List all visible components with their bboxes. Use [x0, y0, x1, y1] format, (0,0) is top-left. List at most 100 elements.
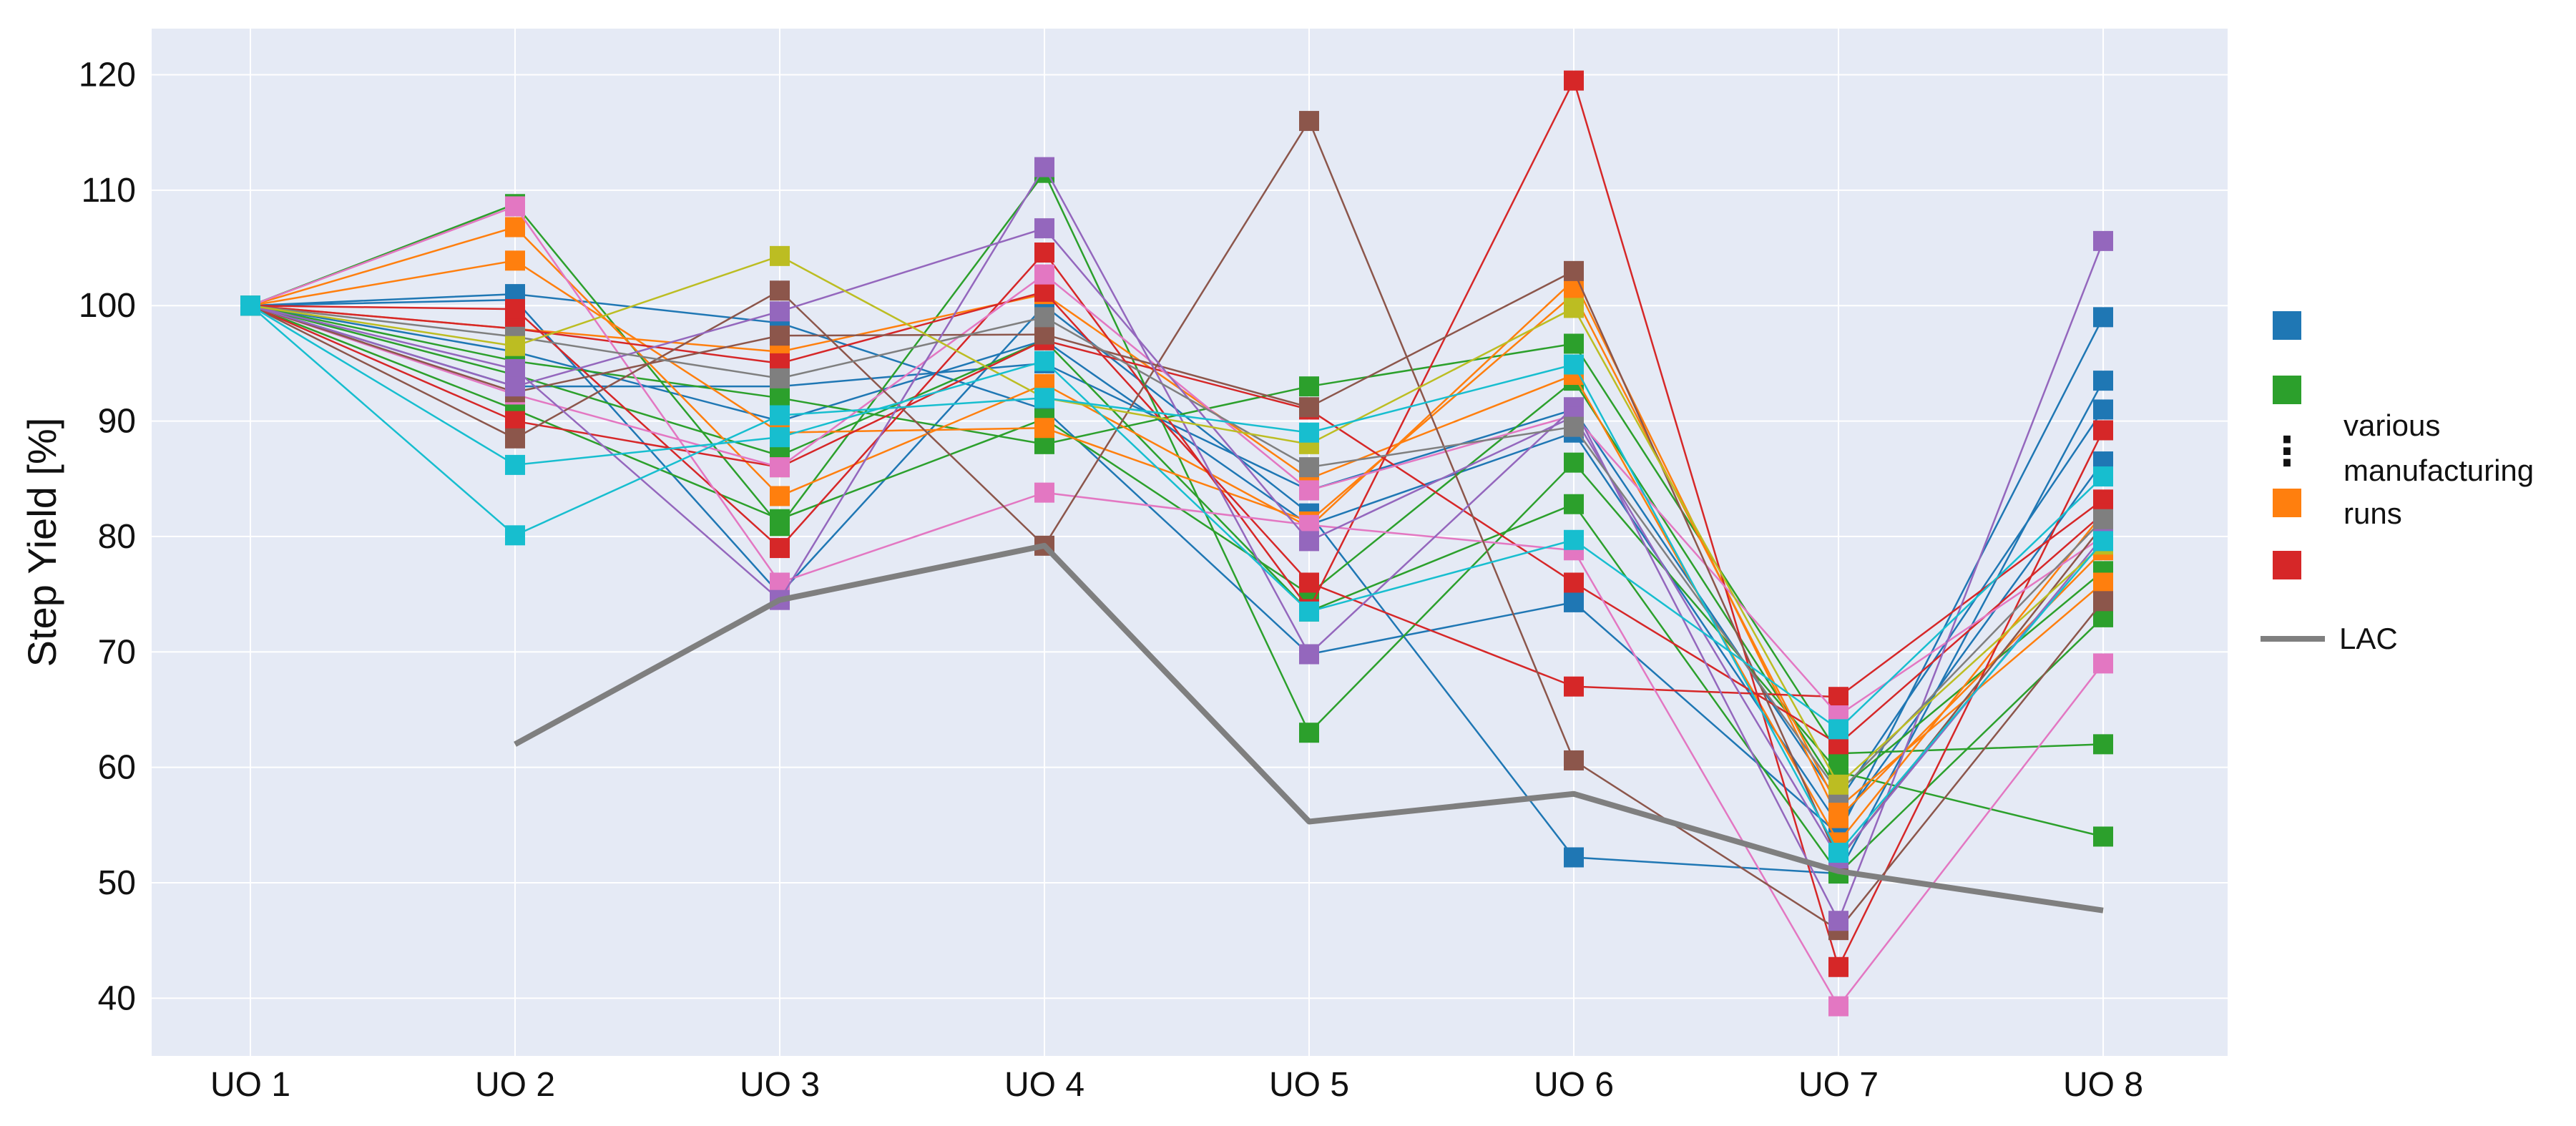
data-point-marker — [1564, 452, 1584, 473]
data-point-marker — [1299, 531, 1319, 552]
y-tick-label: 110 — [81, 172, 136, 210]
data-point-marker — [1034, 307, 1054, 328]
series-line — [250, 226, 2104, 820]
x-tick-label: UO 7 — [1798, 1066, 1879, 1104]
data-point-marker — [770, 457, 790, 478]
data-point-marker — [1828, 911, 1848, 931]
legend-label-line-1: various — [2344, 408, 2440, 442]
data-point-marker — [1034, 418, 1054, 439]
data-point-marker — [1564, 750, 1584, 770]
data-point-marker — [1299, 644, 1319, 665]
data-point-marker — [505, 376, 525, 397]
series-line — [250, 165, 2105, 924]
y-tick-label: 90 — [98, 403, 136, 441]
data-point-marker — [770, 325, 790, 346]
x-tick-label: UO 5 — [1269, 1066, 1349, 1104]
data-point-marker — [2093, 420, 2113, 441]
lac-line — [514, 542, 2104, 914]
series-line — [250, 305, 2104, 875]
data-point-marker — [1034, 281, 1054, 302]
data-point-marker — [770, 245, 790, 266]
legend-marker-red — [2273, 551, 2301, 579]
series-line — [250, 227, 2104, 861]
data-point-marker — [2093, 307, 2113, 328]
data-point-marker — [2093, 572, 2113, 593]
data-point-marker — [1034, 351, 1054, 371]
data-point-marker — [770, 301, 790, 322]
y-tick-label: 80 — [98, 518, 136, 556]
lac-layer — [514, 542, 2104, 914]
data-point-marker — [2093, 826, 2113, 847]
data-point-marker — [1564, 494, 1584, 514]
data-point-marker — [1299, 111, 1319, 132]
series-line — [250, 259, 2104, 810]
x-tick-label: UO 3 — [740, 1066, 820, 1104]
data-point-marker — [770, 509, 790, 529]
data-point-marker — [1564, 847, 1584, 868]
series-18 — [240, 157, 2113, 931]
data-point-marker — [770, 280, 790, 301]
data-point-marker — [2093, 591, 2113, 612]
y-tick-label: 50 — [98, 864, 136, 902]
data-point-marker — [1828, 719, 1848, 740]
data-point-marker — [1034, 157, 1054, 177]
series-line — [250, 270, 2104, 862]
data-point-marker — [505, 217, 525, 238]
data-point-marker — [2093, 531, 2113, 552]
data-point-marker — [2093, 653, 2113, 674]
data-point-marker — [505, 411, 525, 431]
legend-lac-label: LAC — [2339, 622, 2398, 655]
data-point-marker — [1299, 480, 1319, 501]
data-point-marker — [1299, 601, 1319, 622]
legend-label-line-3: runs — [2344, 496, 2402, 530]
data-point-marker — [1299, 397, 1319, 418]
data-point-marker — [1564, 298, 1584, 318]
data-point-marker — [1564, 333, 1584, 354]
data-point-marker — [1564, 416, 1584, 437]
data-point-marker — [505, 250, 525, 271]
series-layer — [240, 70, 2113, 1017]
data-point-marker — [1034, 388, 1054, 408]
plot-background — [152, 29, 2228, 1056]
y-tick-label: 70 — [98, 633, 136, 671]
data-point-marker — [1299, 572, 1319, 593]
series-23 — [240, 295, 2113, 863]
series-line — [250, 293, 2105, 836]
data-point-marker — [505, 454, 525, 475]
data-point-marker — [1564, 592, 1584, 612]
legend-ellipsis: ⋮ — [2267, 429, 2307, 475]
data-point-marker — [1564, 572, 1584, 593]
y-tick-labels: 40 50 60 70 80 90 100 110 120 — [79, 57, 136, 1018]
data-point-marker — [770, 427, 790, 448]
x-tick-label: UO 6 — [1534, 1066, 1614, 1104]
data-point-marker — [505, 525, 525, 546]
data-point-marker — [1299, 723, 1319, 743]
data-point-marker — [1828, 843, 1848, 863]
data-point-marker — [1828, 996, 1848, 1017]
data-point-marker — [770, 368, 790, 388]
data-point-marker — [1828, 687, 1848, 708]
data-point-marker — [1034, 264, 1054, 285]
data-point-marker — [1564, 529, 1584, 550]
data-point-marker — [240, 295, 260, 316]
data-point-marker — [770, 405, 790, 426]
y-axis-label: Step Yield [%] — [19, 418, 64, 667]
data-point-marker — [1299, 422, 1319, 443]
data-point-marker — [2093, 509, 2113, 529]
data-point-marker — [770, 538, 790, 559]
y-tick-label: 40 — [98, 979, 136, 1017]
series-line — [250, 205, 2104, 1008]
data-point-marker — [1564, 260, 1584, 281]
x-tick-label: UO 8 — [2063, 1066, 2143, 1104]
data-point-marker — [1299, 457, 1319, 478]
series-line — [250, 78, 2105, 970]
data-point-marker — [1564, 354, 1584, 375]
x-tick-labels: UO 1 UO 2 UO 3 UO 4 UO 5 UO 6 UO 7 UO 8 — [210, 1066, 2143, 1104]
data-point-marker — [1034, 243, 1054, 263]
series-16 — [240, 111, 2113, 941]
series-line — [250, 305, 2104, 730]
data-point-marker — [1034, 324, 1054, 345]
legend-marker-green — [2273, 376, 2301, 404]
legend-marker-blue — [2273, 311, 2301, 340]
